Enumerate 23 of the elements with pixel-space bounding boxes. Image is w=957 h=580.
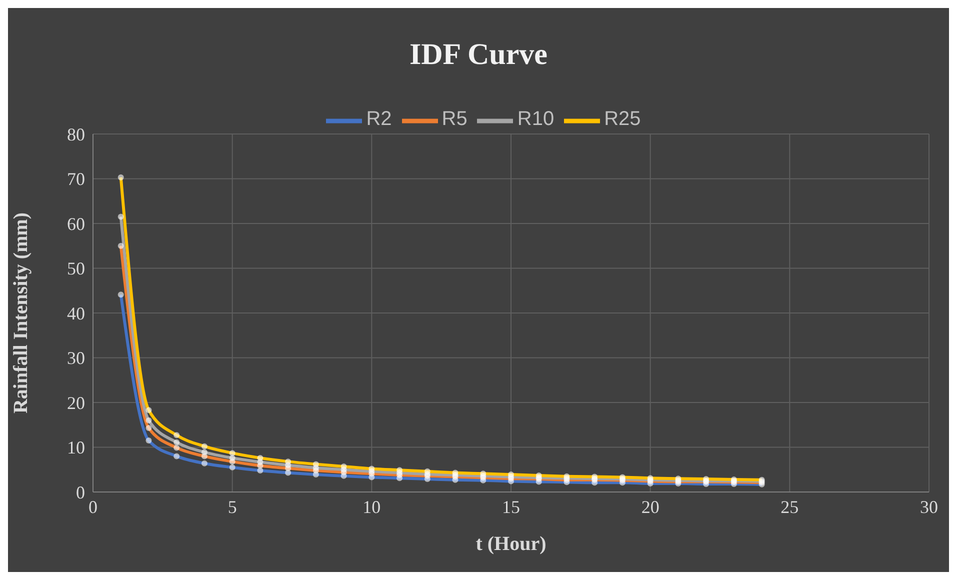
y-tick-label: 30	[67, 348, 85, 368]
x-tick-label: 30	[920, 496, 938, 517]
y-tick-label: 80	[67, 124, 85, 144]
legend-label: R25	[604, 108, 641, 130]
x-tick-label: 20	[641, 496, 660, 517]
x-tick-label: 5	[228, 496, 237, 517]
y-tick-label: 70	[67, 169, 85, 190]
y-axis-title: Rainfall Intensity (mm)	[10, 212, 32, 414]
y-tick-label: 50	[67, 258, 85, 279]
y-tick-label: 0	[76, 482, 85, 502]
x-tick-label: 15	[502, 496, 520, 517]
chart-title: IDF Curve	[408, 38, 549, 72]
legend-label: R5	[442, 108, 468, 130]
x-axis-title: t (Hour)	[476, 533, 546, 555]
x-tick-label: 10	[362, 496, 381, 517]
y-tick-label: 10	[67, 438, 85, 458]
legend-label: R2	[366, 108, 392, 130]
y-tick-label: 40	[67, 303, 85, 324]
x-tick-label: 0	[88, 496, 98, 517]
y-tick-label: 60	[67, 214, 85, 234]
y-tick-label: 20	[67, 392, 85, 413]
legend-label: R10	[517, 108, 554, 130]
x-tick-label: 25	[780, 496, 799, 517]
